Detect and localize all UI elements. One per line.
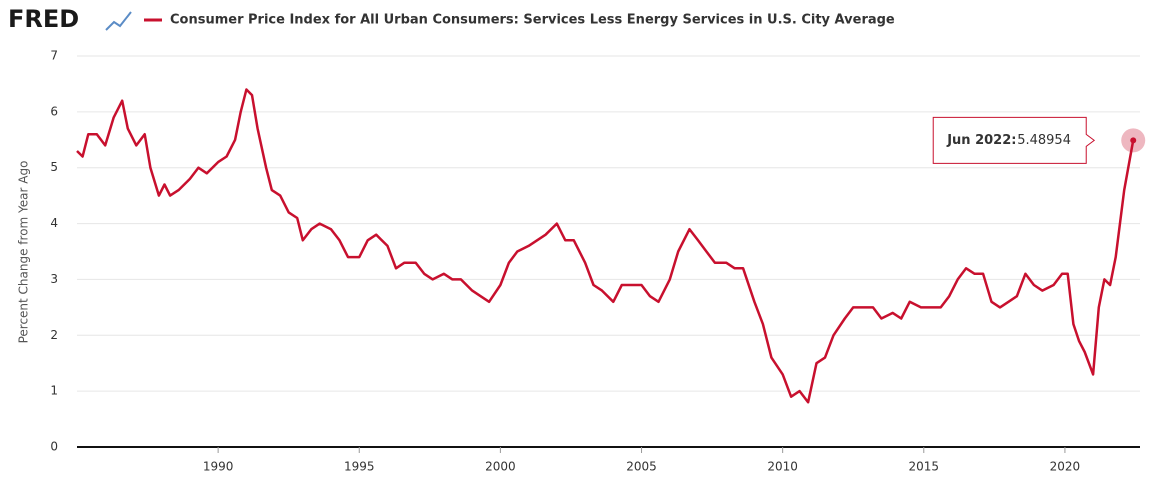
y-tick-label: 3 [50,272,58,286]
y-tick-label: 4 [50,216,58,230]
y-tick-label: 6 [50,104,58,118]
x-tick-label: 2015 [909,460,940,474]
x-tick-label: 1990 [203,460,234,474]
x-tick-label: 1995 [344,460,375,474]
tooltip-box [932,116,1096,164]
x-tick-label: 2005 [626,460,657,474]
logo-icon [105,11,132,31]
highlight-point [1130,137,1137,144]
x-tick-label: 2020 [1050,460,1081,474]
y-tick-label: 2 [50,328,58,342]
data-line [76,88,1135,404]
y-tick-label: 7 [50,49,58,63]
x-tick-label: 2010 [767,460,798,474]
x-tick-label: 2000 [485,460,516,474]
y-tick-label: 5 [50,160,58,174]
y-tick-label: 1 [50,384,58,398]
tooltip-date: Jun 2022: [946,133,1016,148]
y-axis-label: Percent Change from Year Ago [17,161,31,344]
logo: FRED [8,5,79,33]
y-tick-label: 0 [50,440,58,454]
tooltip-value: 5.48954 [1017,133,1071,148]
chart-title: Consumer Price Index for All Urban Consu… [170,13,895,28]
